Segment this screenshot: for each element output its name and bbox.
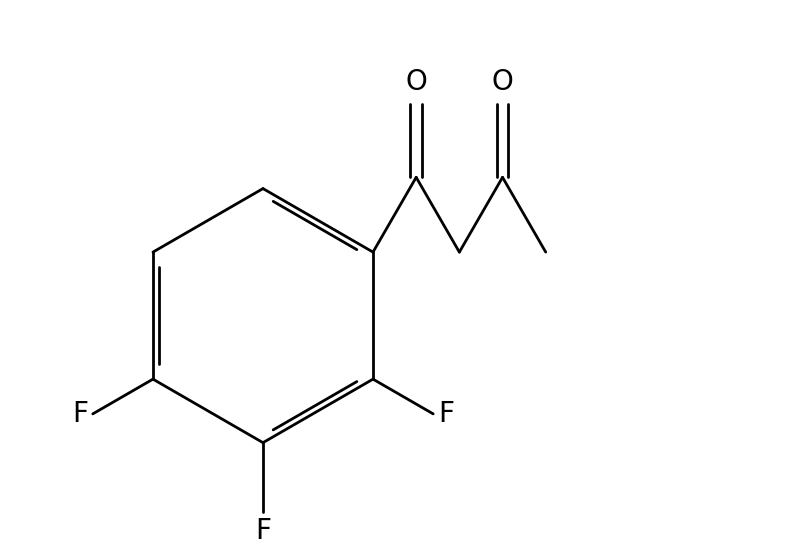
Text: F: F [255, 517, 271, 545]
Text: O: O [492, 68, 514, 96]
Text: F: F [438, 400, 454, 428]
Text: F: F [72, 400, 87, 428]
Text: O: O [405, 68, 427, 96]
